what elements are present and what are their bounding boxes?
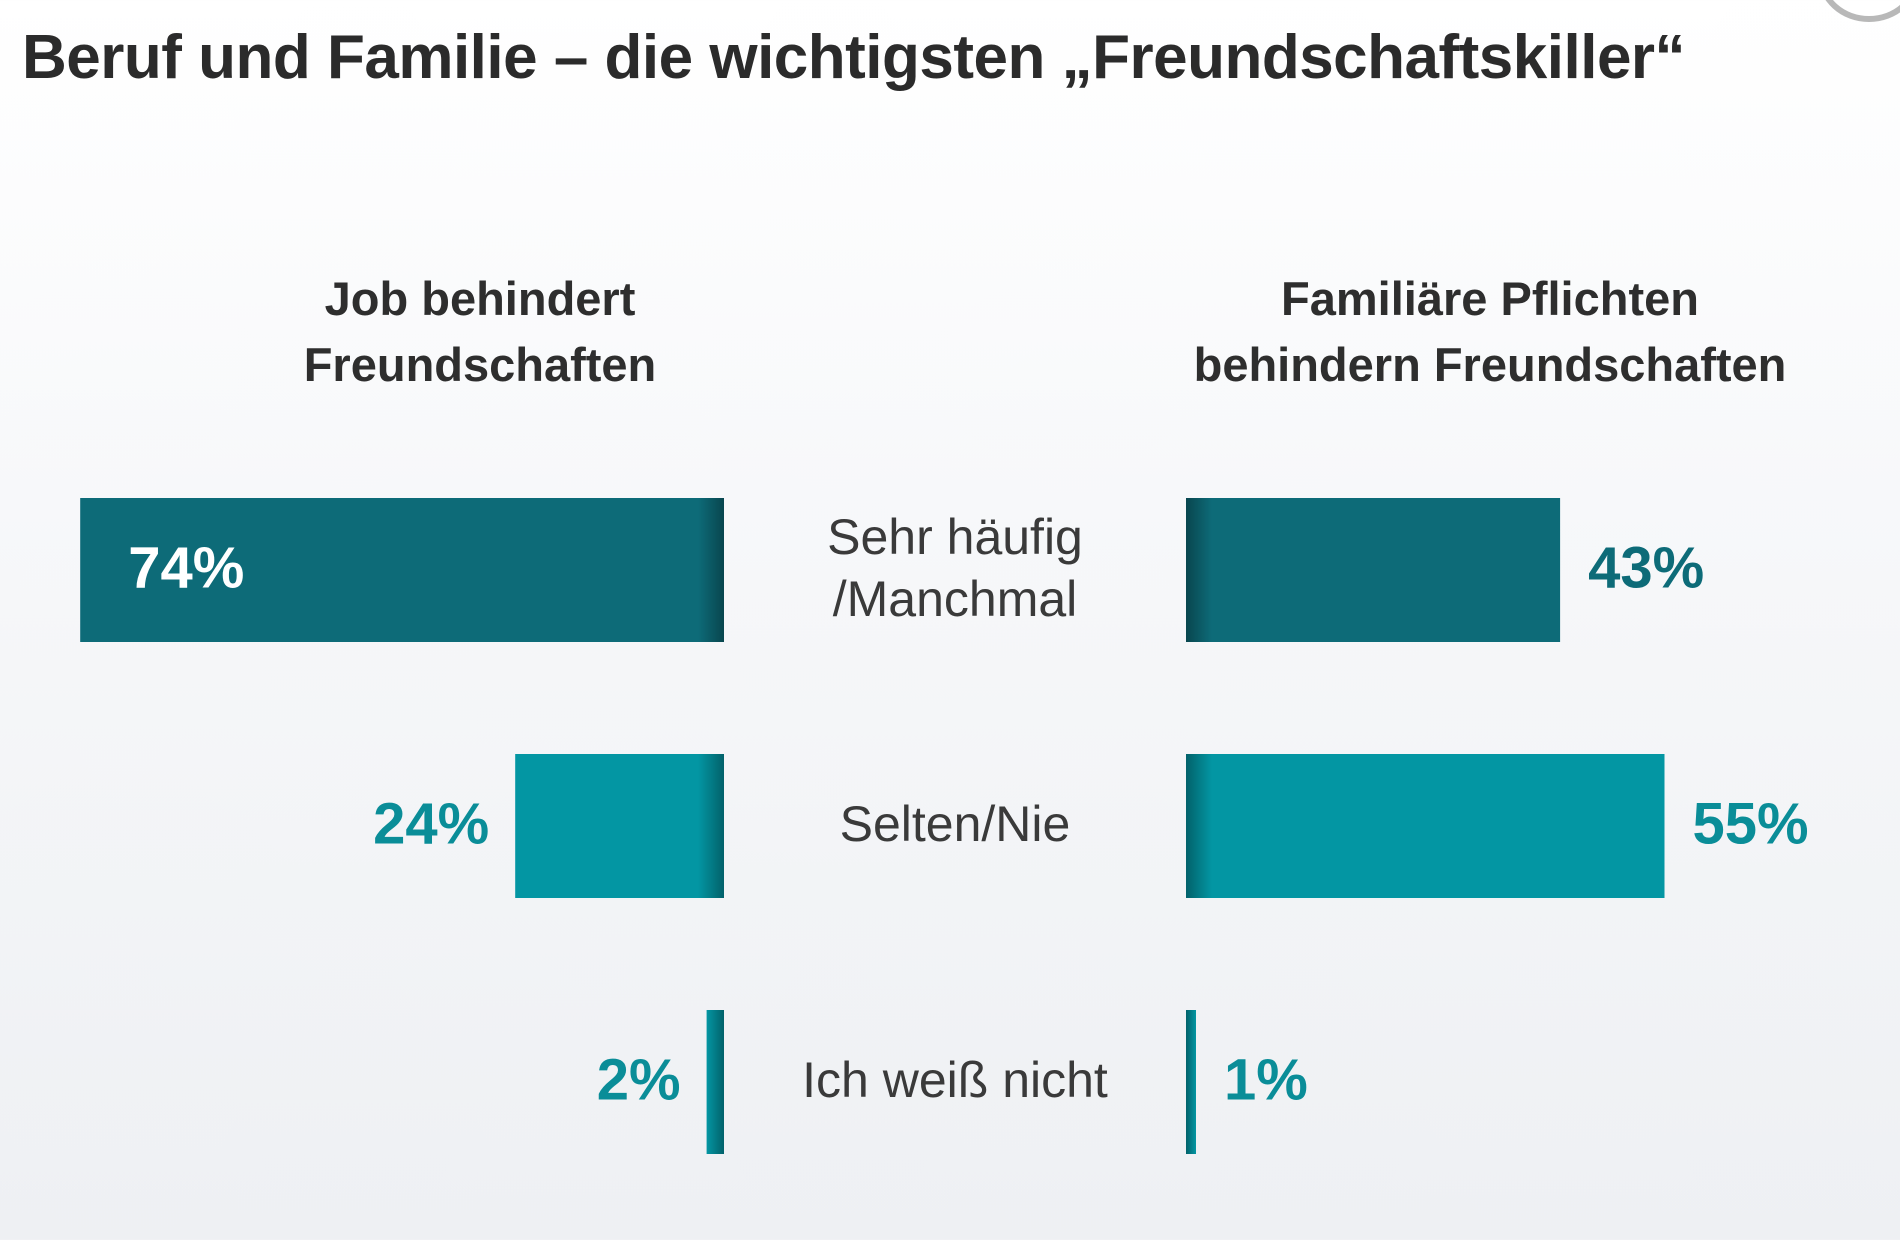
bar-right-2 — [1186, 754, 1665, 898]
bar-left-1 — [80, 498, 724, 642]
bar-right-1 — [1186, 498, 1561, 642]
right-panel-title-line1: Familiäre Pflichten — [1281, 272, 1699, 325]
bar-right-shadow-1 — [1186, 498, 1212, 642]
value-label-left-2: 24% — [373, 791, 489, 856]
right-panel-title-line2: behindern Freundschaften — [1193, 338, 1787, 391]
bar-left-shadow-2 — [698, 754, 724, 898]
left-panel-title-line2: Freundschaften — [303, 338, 657, 391]
chart-title: Beruf und Familie – die wichtigsten „Fre… — [22, 23, 1686, 92]
category-label-1-line-1: Sehr häufig — [827, 509, 1083, 565]
bar-left-shadow-3 — [706, 1010, 724, 1154]
bar-left-2 — [515, 754, 724, 898]
bar-right-shadow-2 — [1186, 754, 1212, 898]
value-label-right-1: 43% — [1588, 535, 1704, 600]
value-label-right-3: 1% — [1224, 1047, 1308, 1112]
left-panel-title: Job behindert Freundschaften — [230, 266, 730, 398]
value-label-left-3: 2% — [597, 1047, 681, 1112]
category-label-3-line-1: Ich weiß nicht — [802, 1052, 1108, 1108]
value-label-left-1: 74% — [128, 535, 244, 600]
category-label-2-line-1: Selten/Nie — [840, 796, 1071, 852]
left-panel-title-line1: Job behindert — [324, 272, 636, 325]
category-label-1-line-2: /Manchmal — [833, 571, 1078, 627]
bar-right-shadow-3 — [1186, 1010, 1196, 1154]
bar-left-shadow-1 — [698, 498, 724, 642]
value-label-right-2: 55% — [1693, 791, 1809, 856]
right-panel-title: Familiäre Pflichten behindern Freundscha… — [1160, 266, 1820, 398]
